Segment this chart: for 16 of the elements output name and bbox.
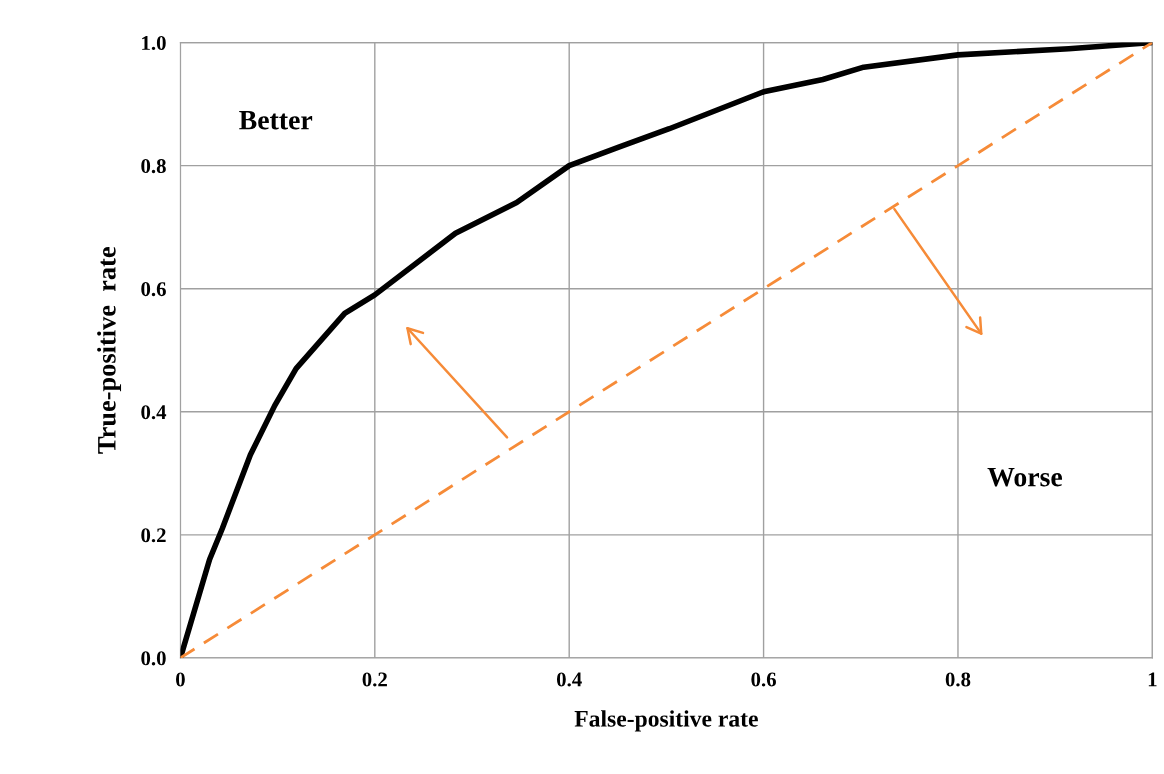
- x-tick-label: 1: [1148, 672, 1157, 687]
- annotation: Better: [239, 111, 313, 130]
- x-tick-label: 0.8: [945, 672, 971, 687]
- annotation: Worse: [987, 467, 1063, 487]
- y-tick-label: 0.2: [141, 528, 166, 543]
- y-tick-label: 0.0: [141, 651, 166, 666]
- y-tick-label: 0.4: [141, 405, 167, 420]
- y-axis-title: True-positive rate: [97, 247, 122, 454]
- x-tick-label: 0: [176, 672, 185, 687]
- y-tick-label: 1.0: [142, 35, 166, 51]
- x-tick-label: 0.2: [362, 672, 387, 687]
- y-tick-label: 0.6: [141, 282, 166, 297]
- x-tick-label: 0.4: [556, 672, 582, 687]
- x-axis-title: False-positive rate: [574, 710, 758, 732]
- x-tick-label: 0.6: [751, 672, 776, 687]
- y-tick-label: 0.8: [141, 159, 166, 174]
